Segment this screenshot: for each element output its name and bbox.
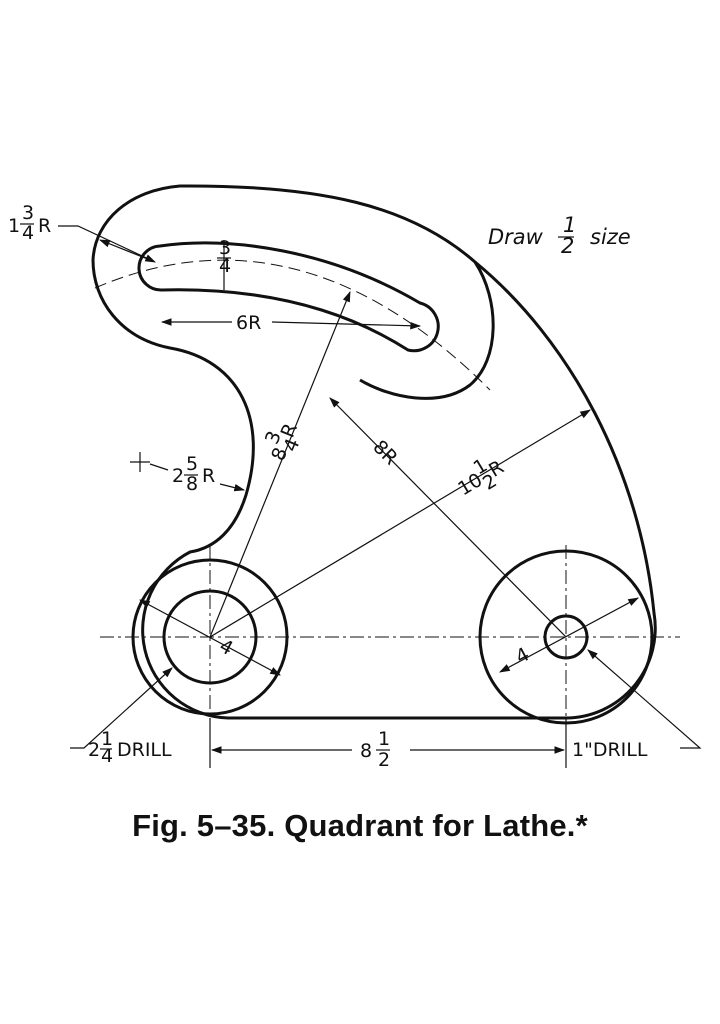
svg-text:4: 4 [22,222,34,244]
svg-text:2: 2 [172,465,184,487]
svg-text:3: 3 [22,202,34,224]
svg-text:4: 4 [101,745,113,767]
figure-caption: Fig. 5–35. Quadrant for Lathe.* [132,808,588,843]
svg-text:Draw: Draw [488,225,544,249]
svg-text:1"DRILL: 1"DRILL [572,739,648,761]
inner-edge [359,261,495,400]
curved-slot [137,241,440,353]
svg-text:8: 8 [186,473,198,495]
svg-text:DRILL: DRILL [117,739,172,761]
svg-text:1: 1 [563,213,576,237]
slot-radius-dim: 6R [160,312,422,334]
slot-width-dim: 3 4 [217,237,231,290]
svg-text:8R: 8R [368,436,401,469]
svg-text:4: 4 [216,635,237,660]
center-distance-dim: 8R [329,397,567,638]
svg-text:8: 8 [360,740,372,762]
svg-text:3: 3 [219,237,231,259]
arc-radius-dim: 8 3 4 R [209,290,351,638]
spacing-dim: 8 1 2 [209,718,567,771]
svg-text:2: 2 [378,749,390,771]
svg-text:1: 1 [101,728,113,750]
svg-text:1: 1 [8,215,20,237]
left-drill-callout: 2 1 4 DRILL [70,667,173,767]
large-radius-dim: 10 1 2 R [209,409,591,638]
scale-note: Draw 1 2 size [488,213,631,258]
fillet-radius-dim: 2 5 8 R [149,453,246,495]
svg-text:2: 2 [561,234,574,258]
right-drill-callout: 1"DRILL [572,649,702,761]
outer-radius-dim: 1 3 4 R [8,202,156,263]
slot-center-arc [94,259,491,391]
left-boss [131,558,289,716]
svg-text:size: size [590,225,631,249]
svg-text:2: 2 [88,739,100,761]
svg-text:R: R [38,215,51,237]
right-boss-dim: 4 [499,597,639,673]
svg-text:1: 1 [378,728,390,750]
svg-text:4: 4 [219,255,231,277]
svg-text:5: 5 [186,453,198,475]
svg-text:6R: 6R [236,312,261,334]
svg-text:R: R [202,465,215,487]
